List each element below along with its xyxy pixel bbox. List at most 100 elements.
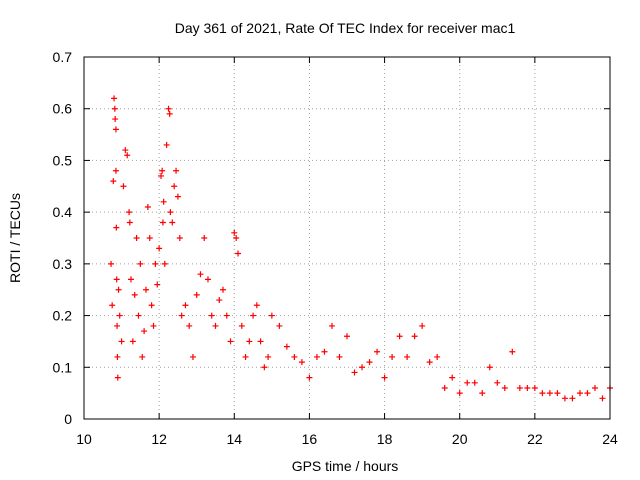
x-axis-label: GPS time / hours xyxy=(292,458,399,474)
x-tick-label: 24 xyxy=(602,431,618,447)
data-point xyxy=(167,209,174,216)
x-tick-label: 20 xyxy=(452,431,468,447)
data-point xyxy=(112,126,119,133)
data-point xyxy=(109,302,116,309)
data-point xyxy=(169,219,176,226)
data-point xyxy=(591,384,598,391)
data-point xyxy=(127,276,134,283)
data-point xyxy=(546,390,553,397)
data-point xyxy=(569,395,576,402)
data-point xyxy=(313,353,320,360)
y-axis-label: ROTI / TECUs xyxy=(7,193,23,283)
data-point xyxy=(114,374,121,381)
data-point xyxy=(108,260,115,267)
data-point xyxy=(144,203,151,210)
data-point xyxy=(113,224,120,231)
data-point xyxy=(233,235,240,241)
data-point xyxy=(110,178,117,185)
data-point xyxy=(150,322,157,329)
data-point xyxy=(112,167,119,174)
data-point xyxy=(189,353,196,360)
data-point xyxy=(197,271,204,278)
data-point xyxy=(159,219,166,226)
data-point xyxy=(142,286,149,293)
data-point xyxy=(242,353,249,360)
data-point xyxy=(182,302,189,309)
data-point xyxy=(176,235,183,241)
data-point xyxy=(426,359,433,366)
data-point xyxy=(116,312,123,319)
data-point xyxy=(539,390,546,397)
data-point xyxy=(246,338,253,345)
data-point xyxy=(114,322,121,329)
plot-frame xyxy=(83,56,611,420)
x-tick-label: 12 xyxy=(151,431,167,447)
data-point xyxy=(404,353,411,360)
data-point xyxy=(257,338,264,345)
data-point xyxy=(411,333,418,340)
y-tick-label: 0.5 xyxy=(53,152,73,168)
data-point xyxy=(561,395,568,402)
data-point xyxy=(381,374,388,381)
data-point xyxy=(137,260,144,267)
data-point xyxy=(120,183,127,190)
data-point xyxy=(298,359,305,366)
data-point xyxy=(291,353,298,360)
data-point xyxy=(122,147,129,154)
data-point xyxy=(494,379,501,386)
data-point xyxy=(283,343,290,350)
data-point xyxy=(227,338,234,345)
data-point xyxy=(576,390,583,397)
data-point xyxy=(479,390,486,397)
y-tick-label: 0.2 xyxy=(53,308,73,324)
data-point xyxy=(524,384,531,391)
data-point xyxy=(161,260,168,267)
data-point xyxy=(146,235,153,241)
data-point xyxy=(114,353,121,360)
data-point xyxy=(261,364,268,371)
data-point xyxy=(163,141,170,148)
data-point xyxy=(113,276,120,283)
data-point xyxy=(126,219,133,226)
data-point xyxy=(336,353,343,360)
data-point xyxy=(159,167,166,174)
data-point xyxy=(396,333,403,340)
data-point xyxy=(156,245,163,252)
data-point xyxy=(178,312,185,319)
data-point xyxy=(554,390,561,397)
data-point xyxy=(464,379,471,386)
data-point xyxy=(599,395,606,402)
data-point xyxy=(174,193,181,200)
data-point xyxy=(306,374,313,381)
data-point xyxy=(160,198,167,205)
y-tick-label: 0 xyxy=(64,411,72,427)
data-point xyxy=(486,364,493,371)
data-point xyxy=(471,379,478,386)
data-point xyxy=(115,286,122,293)
data-point xyxy=(186,322,193,329)
axis-ticks xyxy=(83,56,611,420)
y-tick-label: 0.3 xyxy=(53,256,73,272)
data-point xyxy=(231,229,238,236)
data-point xyxy=(268,312,275,319)
data-point xyxy=(126,209,133,216)
data-point xyxy=(216,297,223,304)
y-tick-labels: 0 0.1 0.2 0.3 0.4 0.5 0.6 0.7 xyxy=(53,49,73,427)
data-point xyxy=(509,348,516,355)
data-point xyxy=(276,322,283,329)
data-point xyxy=(141,328,148,335)
data-point xyxy=(166,110,173,117)
data-point xyxy=(235,250,242,257)
data-point xyxy=(419,322,426,329)
y-tick-label: 0.6 xyxy=(53,101,73,117)
data-point xyxy=(238,322,245,329)
data-point xyxy=(154,281,161,288)
data-point xyxy=(328,322,335,329)
data-point xyxy=(389,353,396,360)
x-tick-label: 14 xyxy=(226,431,242,447)
data-point xyxy=(129,338,136,345)
x-tick-label: 16 xyxy=(302,431,318,447)
data-point xyxy=(366,359,373,366)
